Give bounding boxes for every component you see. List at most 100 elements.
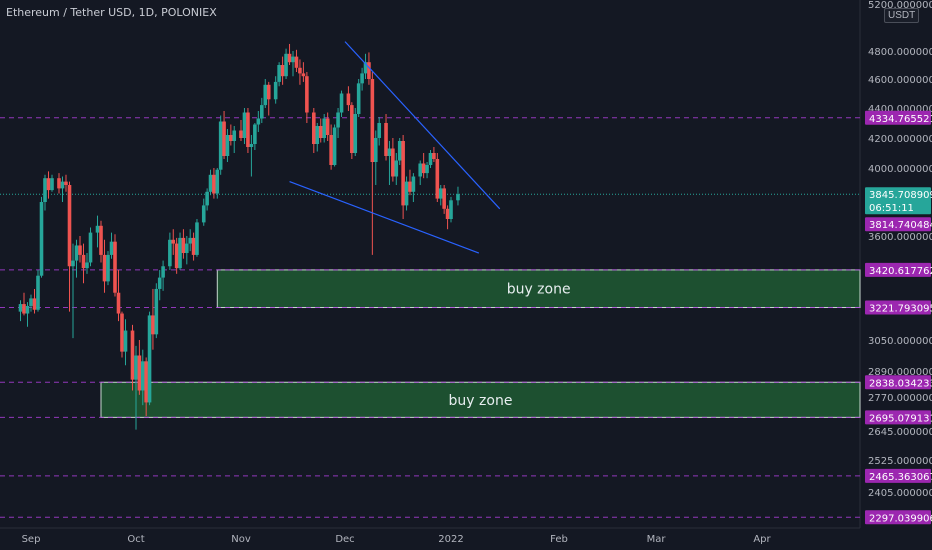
candle-body [74,245,79,261]
candle-body [106,254,110,282]
candle-body [363,62,368,74]
candle-body [222,121,226,156]
candle-body [266,84,271,100]
horizontal-levels [0,117,860,518]
currency-badge[interactable]: USDT [884,8,920,23]
candle-body [32,298,37,310]
candle-body [102,254,107,282]
buy-zone-label: buy zone [507,282,571,298]
level-tag-bg [865,375,931,390]
candle-body [50,178,54,191]
candle-body [229,135,233,141]
candle-body [36,275,40,310]
candle-body [191,237,196,255]
candle-body [225,135,230,156]
price-axis[interactable]: 5200.00000000 4800.00000000 4600.00000000 4… [868,0,932,499]
price-tick-label: 3050.00000000 [868,336,932,347]
candle-body [154,288,159,335]
candle-body [18,304,23,312]
level-tag-bg [865,468,931,483]
candle-body [29,298,33,306]
candle-body [356,83,361,114]
candle-body [456,194,460,201]
price-tick-label: 4800.00000000 [868,47,932,58]
candle-body [401,141,405,206]
candle-body [421,163,426,174]
candle-body [60,181,65,189]
candle-body [178,237,182,269]
candle-body [67,185,72,267]
level-tag-text: 2465.36306794 [869,472,932,483]
candle-body [88,232,93,263]
candle-body [71,260,75,267]
time-axis[interactable]: Sep Oct Nov Dec 2022 Feb Mar Apr [22,534,772,545]
chart-grid [0,0,861,529]
trendline [344,41,501,210]
candle-body [43,178,47,202]
candle-body [144,361,148,403]
chart-title: Ethereum / Tether USD, 1D, POLONIEX [6,6,217,19]
level-tag-bg [865,110,931,125]
candle-body [218,121,223,170]
candle-body [81,254,86,269]
candle-body [298,67,302,74]
time-tick-label: Nov [231,534,251,545]
candle-body [339,93,344,113]
candle-body [168,239,172,267]
candle-body [147,315,152,403]
buy-zone-rect [216,269,861,309]
candle-body [273,81,278,100]
candle-body [113,241,117,293]
candle-body [370,79,375,162]
candle-body [185,243,189,254]
candle-body [373,138,378,162]
candle-body [215,169,220,194]
candle-body [394,160,399,177]
candle-body [435,159,440,199]
candle-body [99,225,103,255]
price-tick-label: 2770.00000000 [868,393,932,404]
candle-body [130,330,135,380]
candle-body [350,105,354,153]
level-tag-text: 2297.03990605 [869,513,932,524]
candle-body [253,124,257,144]
candle-body [161,266,165,278]
candle-body [312,112,316,144]
candle-body [425,165,429,174]
candle-body [329,135,333,165]
candle-body [256,118,261,125]
candle-body [284,53,288,77]
candle-body [57,178,61,189]
candle-body [85,262,89,269]
candle-body [332,127,337,165]
candle-body [411,176,416,192]
candle-body [442,188,446,209]
candle-body [212,174,216,194]
candle-body [188,237,192,244]
candle-body [116,292,121,314]
candle-body [109,241,114,255]
buy-zone-label: buy zone [449,393,513,409]
candle-body [432,153,436,159]
time-tick-label: Sep [22,534,41,545]
candle-body [134,355,138,380]
candle-body [384,123,388,156]
candle-body [181,237,186,254]
candle-body [140,361,145,391]
buy-zones: buy zone buy zone [100,269,861,418]
candle-body [418,163,423,177]
time-tick-label: Mar [647,534,667,545]
candle-body [287,53,292,63]
candle-body [277,65,281,82]
candle-body [377,123,381,138]
price-tick-label: 4200.00000000 [868,134,932,145]
level-tag-text: 2838.03423398 [869,378,932,389]
candle-body [157,277,162,289]
candle-body [294,56,299,68]
reference-price-tag-bg [865,217,931,232]
current-price-tag-bg [865,187,931,215]
candle-body [208,174,213,192]
price-tick-label: 2525.00000000 [868,456,932,467]
level-tag-text: 2695.07913154 [869,413,932,424]
